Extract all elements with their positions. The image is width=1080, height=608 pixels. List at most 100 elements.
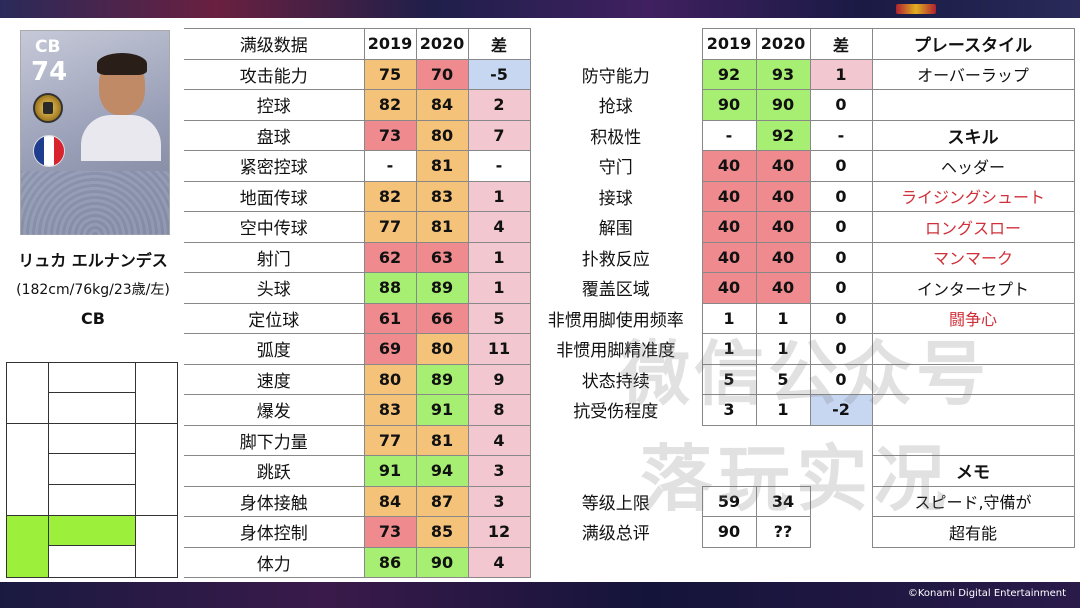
- table-row: 脚下力量 77 81 4: [184, 424, 531, 456]
- value-diff: 7: [467, 119, 531, 151]
- value-diff: 11: [467, 333, 531, 365]
- level-cap-2019: 59: [701, 485, 757, 517]
- stat-label: 抢球: [598, 97, 633, 118]
- value-2019: 92: [701, 58, 757, 90]
- value-2020: 70: [415, 58, 469, 90]
- skill-item: ロングスロー: [871, 211, 1075, 243]
- stat-label: 弧度: [184, 333, 364, 365]
- skill-item: オーバーラップ: [871, 58, 1075, 90]
- value-2019: 73: [363, 516, 417, 548]
- skill-item: [871, 394, 1075, 426]
- value-2019: 3: [701, 394, 757, 426]
- value-diff: 0: [809, 302, 873, 334]
- pos-cell: [135, 515, 178, 578]
- stat-label: 接球: [598, 188, 633, 209]
- memo-header: メモ: [871, 455, 1075, 487]
- value-2020: 83: [415, 180, 469, 212]
- stat-label: 控球: [184, 89, 364, 121]
- value-diff: 0: [809, 180, 873, 212]
- stat-label: 防守能力: [581, 66, 650, 87]
- value-2020: 81: [415, 211, 469, 243]
- pos-cell: [6, 423, 49, 516]
- header-2020: 2020: [755, 28, 811, 60]
- value-2019: 77: [363, 424, 417, 456]
- value-2019: 80: [363, 363, 417, 395]
- value-2020: 5: [755, 363, 811, 395]
- value-2019: 82: [363, 180, 417, 212]
- stat-label: 状态持续: [581, 371, 650, 392]
- value-diff: 0: [809, 363, 873, 395]
- club-crest-icon: [896, 4, 936, 14]
- value-diff: 4: [467, 424, 531, 456]
- value-2019: 40: [701, 241, 757, 273]
- stat-label: 盘球: [184, 119, 364, 151]
- table-row: 定位球 61 66 5: [184, 302, 531, 334]
- value-2019: 88: [363, 272, 417, 304]
- skill-item: [871, 363, 1075, 395]
- value-diff: 0: [809, 272, 873, 304]
- table-row: 盘球 73 80 7: [184, 119, 531, 151]
- memo-text: 超有能: [871, 516, 1075, 548]
- header-label: 满级数据: [184, 28, 364, 60]
- table-row: 速度 80 89 9: [184, 363, 531, 395]
- skill-item: 闘争心: [871, 302, 1075, 334]
- value-2019: 1: [701, 302, 757, 334]
- pos-cell-active: [48, 515, 136, 546]
- pos-cell: [48, 453, 136, 485]
- value-diff: 5: [467, 302, 531, 334]
- value-diff: 12: [467, 516, 531, 548]
- card-overall: 74: [31, 57, 68, 87]
- value-2019: 75: [363, 58, 417, 90]
- header-diff: 差: [809, 28, 873, 60]
- value-2020: 94: [415, 455, 469, 487]
- stat-label: 爆发: [184, 394, 364, 426]
- blank-cell: [702, 425, 756, 456]
- value-2020: 81: [415, 424, 469, 456]
- value-diff: 1: [467, 180, 531, 212]
- value-2020: 80: [415, 119, 469, 151]
- value-2019: 83: [363, 394, 417, 426]
- skill-item: ライジングシュート: [871, 180, 1075, 212]
- value-diff: 0: [809, 241, 873, 273]
- skill-item: ヘッダー: [871, 150, 1075, 182]
- defense-stats-table: 2019 2020 差 プレースタイル 防守能力 92 93 1 オーバーラップ 抢球 90…: [530, 28, 1075, 548]
- table-row: 体力 86 90 4: [184, 546, 531, 578]
- max-overall-2020: ??: [755, 516, 811, 548]
- table-row: 扑救反应 40 40 0 マンマーク: [530, 241, 1075, 273]
- league-badge-icon: [33, 93, 63, 123]
- value-2019: 40: [701, 150, 757, 182]
- table-row: 跳跃 91 94 3: [184, 455, 531, 487]
- blank-cell: [810, 425, 872, 456]
- table-row: 抢球 90 90 0: [530, 89, 1075, 121]
- value-2019: 91: [363, 455, 417, 487]
- value-2020: 92: [755, 119, 811, 151]
- value-diff: 0: [809, 150, 873, 182]
- skill-item: マンマーク: [871, 241, 1075, 273]
- value-2020: 66: [415, 302, 469, 334]
- spacer-row: メモ: [530, 455, 1075, 487]
- value-2019: 61: [363, 302, 417, 334]
- table-row: 头球 88 89 1: [184, 272, 531, 304]
- value-2019: 77: [363, 211, 417, 243]
- blank-cell: [871, 424, 1075, 456]
- value-2019: -: [701, 119, 757, 151]
- stat-label: 射门: [184, 241, 364, 273]
- stat-label: 非惯用脚使用频率: [547, 310, 684, 331]
- stat-label: 体力: [184, 546, 364, 578]
- value-2020: 40: [755, 180, 811, 212]
- blank-cell: [810, 486, 872, 517]
- attack-stats-table: 满级数据 2019 2020 差 攻击能力 75 70 -5 控球 82 84 2 盘球 73 80…: [184, 28, 531, 578]
- max-overall-label: 满级总评: [581, 524, 650, 545]
- header-diff: 差: [467, 28, 531, 60]
- spacer-row: [530, 424, 1075, 456]
- stat-label: 速度: [184, 363, 364, 395]
- stat-label: 解围: [598, 219, 633, 240]
- blank-cell: [702, 456, 756, 487]
- playstyle-header: プレースタイル: [871, 28, 1075, 60]
- player-name: リュカ エルナンデス: [18, 251, 168, 270]
- stat-label: 身体接触: [184, 485, 364, 517]
- stat-label: 覆盖区域: [581, 280, 650, 301]
- value-2019: 40: [701, 211, 757, 243]
- france-flag-icon: [33, 135, 65, 167]
- value-diff: 1: [809, 58, 873, 90]
